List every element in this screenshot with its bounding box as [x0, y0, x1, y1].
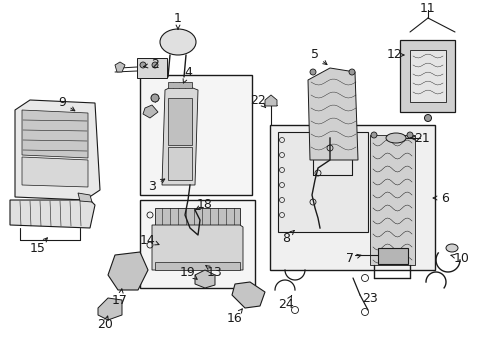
- Text: 15: 15: [30, 242, 46, 255]
- Bar: [278, 132, 367, 232]
- Bar: [399, 40, 454, 112]
- Polygon shape: [195, 270, 215, 288]
- Polygon shape: [142, 105, 158, 118]
- Polygon shape: [115, 62, 125, 72]
- Circle shape: [348, 69, 354, 75]
- Polygon shape: [22, 157, 88, 187]
- Text: 13: 13: [207, 266, 223, 279]
- Polygon shape: [307, 68, 357, 160]
- Text: 20: 20: [97, 319, 113, 332]
- Circle shape: [370, 132, 376, 138]
- Text: 2: 2: [151, 58, 159, 72]
- Ellipse shape: [160, 29, 196, 55]
- Text: 12: 12: [386, 49, 402, 62]
- Circle shape: [309, 69, 315, 75]
- Polygon shape: [15, 100, 100, 200]
- Text: 6: 6: [440, 192, 448, 204]
- Ellipse shape: [445, 244, 457, 252]
- Circle shape: [152, 62, 158, 68]
- Polygon shape: [264, 95, 276, 106]
- Bar: [137, 58, 167, 78]
- Text: 21: 21: [413, 131, 429, 144]
- Polygon shape: [168, 98, 192, 145]
- Polygon shape: [155, 262, 240, 270]
- Text: 11: 11: [419, 1, 435, 14]
- Polygon shape: [98, 298, 122, 320]
- Text: 19: 19: [180, 266, 196, 279]
- Text: 8: 8: [282, 231, 289, 244]
- Polygon shape: [168, 82, 192, 88]
- Polygon shape: [231, 282, 264, 308]
- Circle shape: [140, 62, 146, 68]
- Text: 4: 4: [183, 66, 192, 78]
- Polygon shape: [78, 193, 92, 202]
- Text: 7: 7: [346, 252, 353, 265]
- Polygon shape: [108, 252, 148, 290]
- Polygon shape: [22, 110, 88, 158]
- Circle shape: [151, 94, 159, 102]
- Circle shape: [424, 114, 430, 122]
- Polygon shape: [10, 200, 95, 228]
- Text: 1: 1: [174, 12, 182, 24]
- Text: 22: 22: [250, 94, 265, 107]
- Polygon shape: [377, 248, 407, 264]
- Text: 10: 10: [453, 252, 469, 265]
- Text: 5: 5: [310, 49, 318, 62]
- Text: 23: 23: [362, 292, 377, 305]
- Polygon shape: [155, 208, 240, 225]
- Polygon shape: [162, 85, 198, 185]
- Text: 14: 14: [140, 234, 156, 247]
- Bar: [269, 125, 434, 270]
- Text: 9: 9: [58, 95, 66, 108]
- Text: 18: 18: [197, 198, 212, 211]
- Polygon shape: [168, 147, 192, 180]
- Text: 24: 24: [278, 298, 293, 311]
- Bar: [140, 75, 251, 195]
- Bar: [409, 50, 445, 102]
- Circle shape: [406, 132, 412, 138]
- Text: 17: 17: [112, 293, 128, 306]
- Ellipse shape: [385, 133, 405, 143]
- Text: 3: 3: [148, 180, 156, 194]
- Polygon shape: [152, 225, 243, 270]
- Text: 16: 16: [226, 311, 243, 324]
- Bar: [140, 200, 254, 288]
- Polygon shape: [369, 135, 414, 265]
